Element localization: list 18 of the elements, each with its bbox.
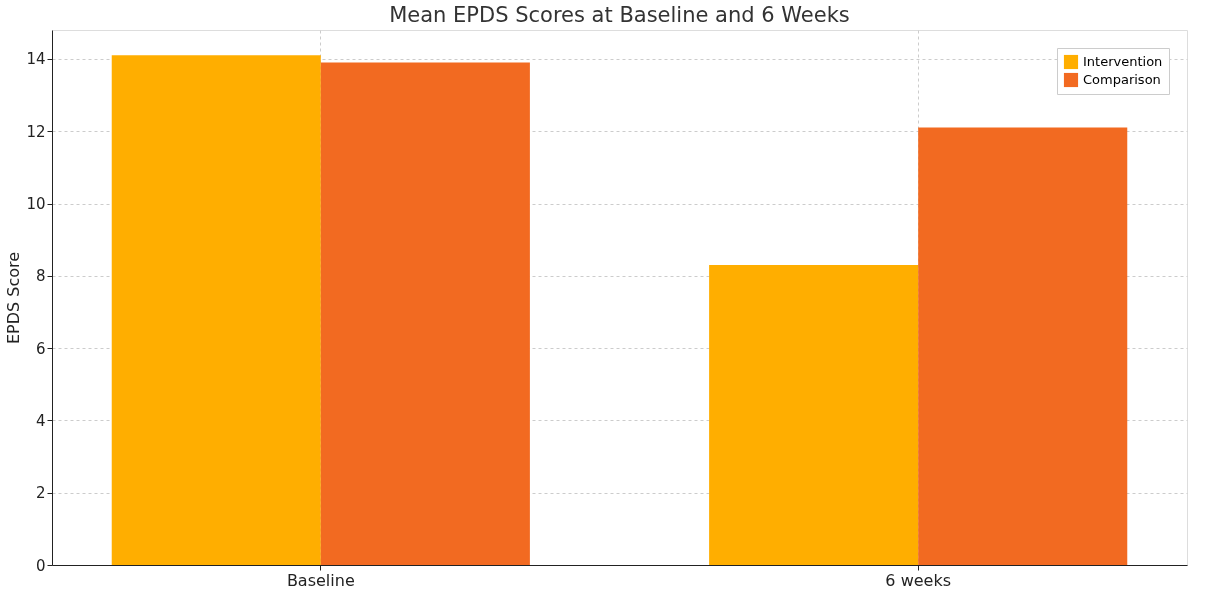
y-tick-label: 6: [35, 339, 46, 358]
bar: [709, 264, 919, 565]
legend-label: Intervention: [1083, 54, 1163, 69]
y-tick-label: 2: [35, 484, 46, 503]
y-tick-label: 8: [35, 267, 46, 286]
y-tick-label: 0: [35, 556, 46, 575]
bar: [111, 55, 321, 565]
y-tick-label: 4: [35, 411, 46, 430]
bar: [320, 62, 530, 565]
x-tick-label: Baseline: [286, 570, 355, 590]
x-tick-label: 6 weeks: [885, 570, 951, 590]
legend-label: Comparison: [1083, 72, 1161, 87]
y-tick-label: 14: [26, 50, 46, 69]
bar: [918, 127, 1128, 565]
y-axis-title: EPDS Score: [4, 251, 24, 345]
y-tick-label: 12: [26, 122, 46, 141]
y-tick-label: 10: [26, 195, 46, 214]
chart-title: Mean EPDS Scores at Baseline and 6 Weeks: [389, 3, 850, 27]
